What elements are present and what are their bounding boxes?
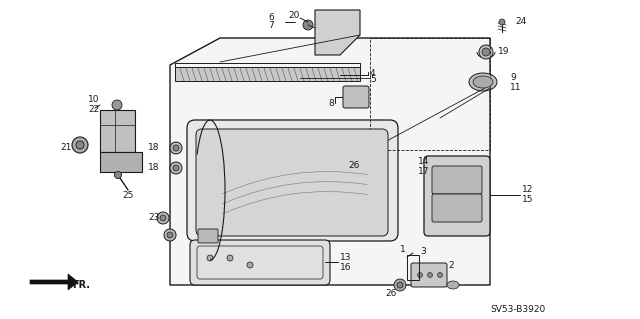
Text: 15: 15 bbox=[522, 196, 534, 204]
Circle shape bbox=[207, 255, 213, 261]
FancyBboxPatch shape bbox=[432, 166, 482, 194]
Circle shape bbox=[167, 232, 173, 238]
Text: 13: 13 bbox=[340, 254, 351, 263]
Polygon shape bbox=[315, 10, 360, 55]
Circle shape bbox=[170, 162, 182, 174]
Text: 21: 21 bbox=[60, 144, 72, 152]
FancyBboxPatch shape bbox=[411, 263, 447, 287]
Circle shape bbox=[394, 279, 406, 291]
Text: 8: 8 bbox=[328, 99, 333, 108]
Circle shape bbox=[417, 272, 422, 278]
Text: 24: 24 bbox=[515, 18, 526, 26]
Text: 9: 9 bbox=[510, 73, 516, 83]
FancyBboxPatch shape bbox=[100, 110, 135, 152]
Polygon shape bbox=[170, 38, 490, 285]
Text: FR.: FR. bbox=[72, 280, 90, 290]
Circle shape bbox=[452, 202, 464, 214]
Circle shape bbox=[72, 137, 88, 153]
FancyBboxPatch shape bbox=[424, 156, 490, 236]
Text: 10: 10 bbox=[88, 95, 99, 105]
Ellipse shape bbox=[447, 281, 459, 289]
Circle shape bbox=[170, 142, 182, 154]
FancyBboxPatch shape bbox=[187, 120, 398, 241]
Circle shape bbox=[428, 272, 433, 278]
FancyBboxPatch shape bbox=[343, 86, 369, 108]
Text: 17: 17 bbox=[418, 167, 429, 176]
Circle shape bbox=[173, 145, 179, 151]
FancyBboxPatch shape bbox=[432, 194, 482, 222]
Text: 3: 3 bbox=[420, 248, 426, 256]
Text: SV53-B3920: SV53-B3920 bbox=[490, 306, 545, 315]
Circle shape bbox=[303, 20, 313, 30]
Text: 16: 16 bbox=[340, 263, 351, 272]
Text: 5: 5 bbox=[370, 76, 376, 85]
Circle shape bbox=[164, 229, 176, 241]
Circle shape bbox=[247, 262, 253, 268]
Circle shape bbox=[438, 272, 442, 278]
Text: 19: 19 bbox=[498, 48, 509, 56]
Circle shape bbox=[364, 162, 376, 174]
Text: 25: 25 bbox=[122, 190, 133, 199]
Text: 26: 26 bbox=[385, 288, 396, 298]
Text: 12: 12 bbox=[522, 186, 533, 195]
Text: 18: 18 bbox=[148, 144, 159, 152]
Circle shape bbox=[397, 282, 403, 288]
Ellipse shape bbox=[469, 73, 497, 91]
FancyBboxPatch shape bbox=[196, 129, 388, 236]
Text: 1: 1 bbox=[400, 246, 406, 255]
Text: 22: 22 bbox=[88, 106, 99, 115]
FancyBboxPatch shape bbox=[100, 152, 142, 172]
Circle shape bbox=[112, 100, 122, 110]
Text: 14: 14 bbox=[418, 158, 429, 167]
Text: 6: 6 bbox=[268, 13, 274, 23]
Circle shape bbox=[482, 48, 490, 56]
Circle shape bbox=[115, 172, 122, 179]
FancyBboxPatch shape bbox=[175, 67, 360, 81]
Circle shape bbox=[157, 212, 169, 224]
Text: 20: 20 bbox=[288, 11, 300, 20]
Circle shape bbox=[173, 165, 179, 171]
Circle shape bbox=[76, 141, 84, 149]
Text: 7: 7 bbox=[268, 21, 274, 31]
Text: 26: 26 bbox=[348, 160, 360, 169]
Circle shape bbox=[452, 174, 464, 186]
Text: 4: 4 bbox=[370, 69, 376, 78]
Circle shape bbox=[499, 19, 505, 25]
FancyBboxPatch shape bbox=[190, 240, 330, 285]
Text: 11: 11 bbox=[510, 84, 522, 93]
Text: 2: 2 bbox=[448, 261, 454, 270]
Polygon shape bbox=[30, 274, 78, 290]
Circle shape bbox=[367, 165, 373, 171]
Circle shape bbox=[160, 215, 166, 221]
Circle shape bbox=[479, 45, 493, 59]
Circle shape bbox=[227, 255, 233, 261]
Text: 18: 18 bbox=[148, 164, 159, 173]
Text: 23: 23 bbox=[148, 213, 159, 222]
Ellipse shape bbox=[473, 76, 493, 88]
FancyBboxPatch shape bbox=[198, 229, 218, 243]
